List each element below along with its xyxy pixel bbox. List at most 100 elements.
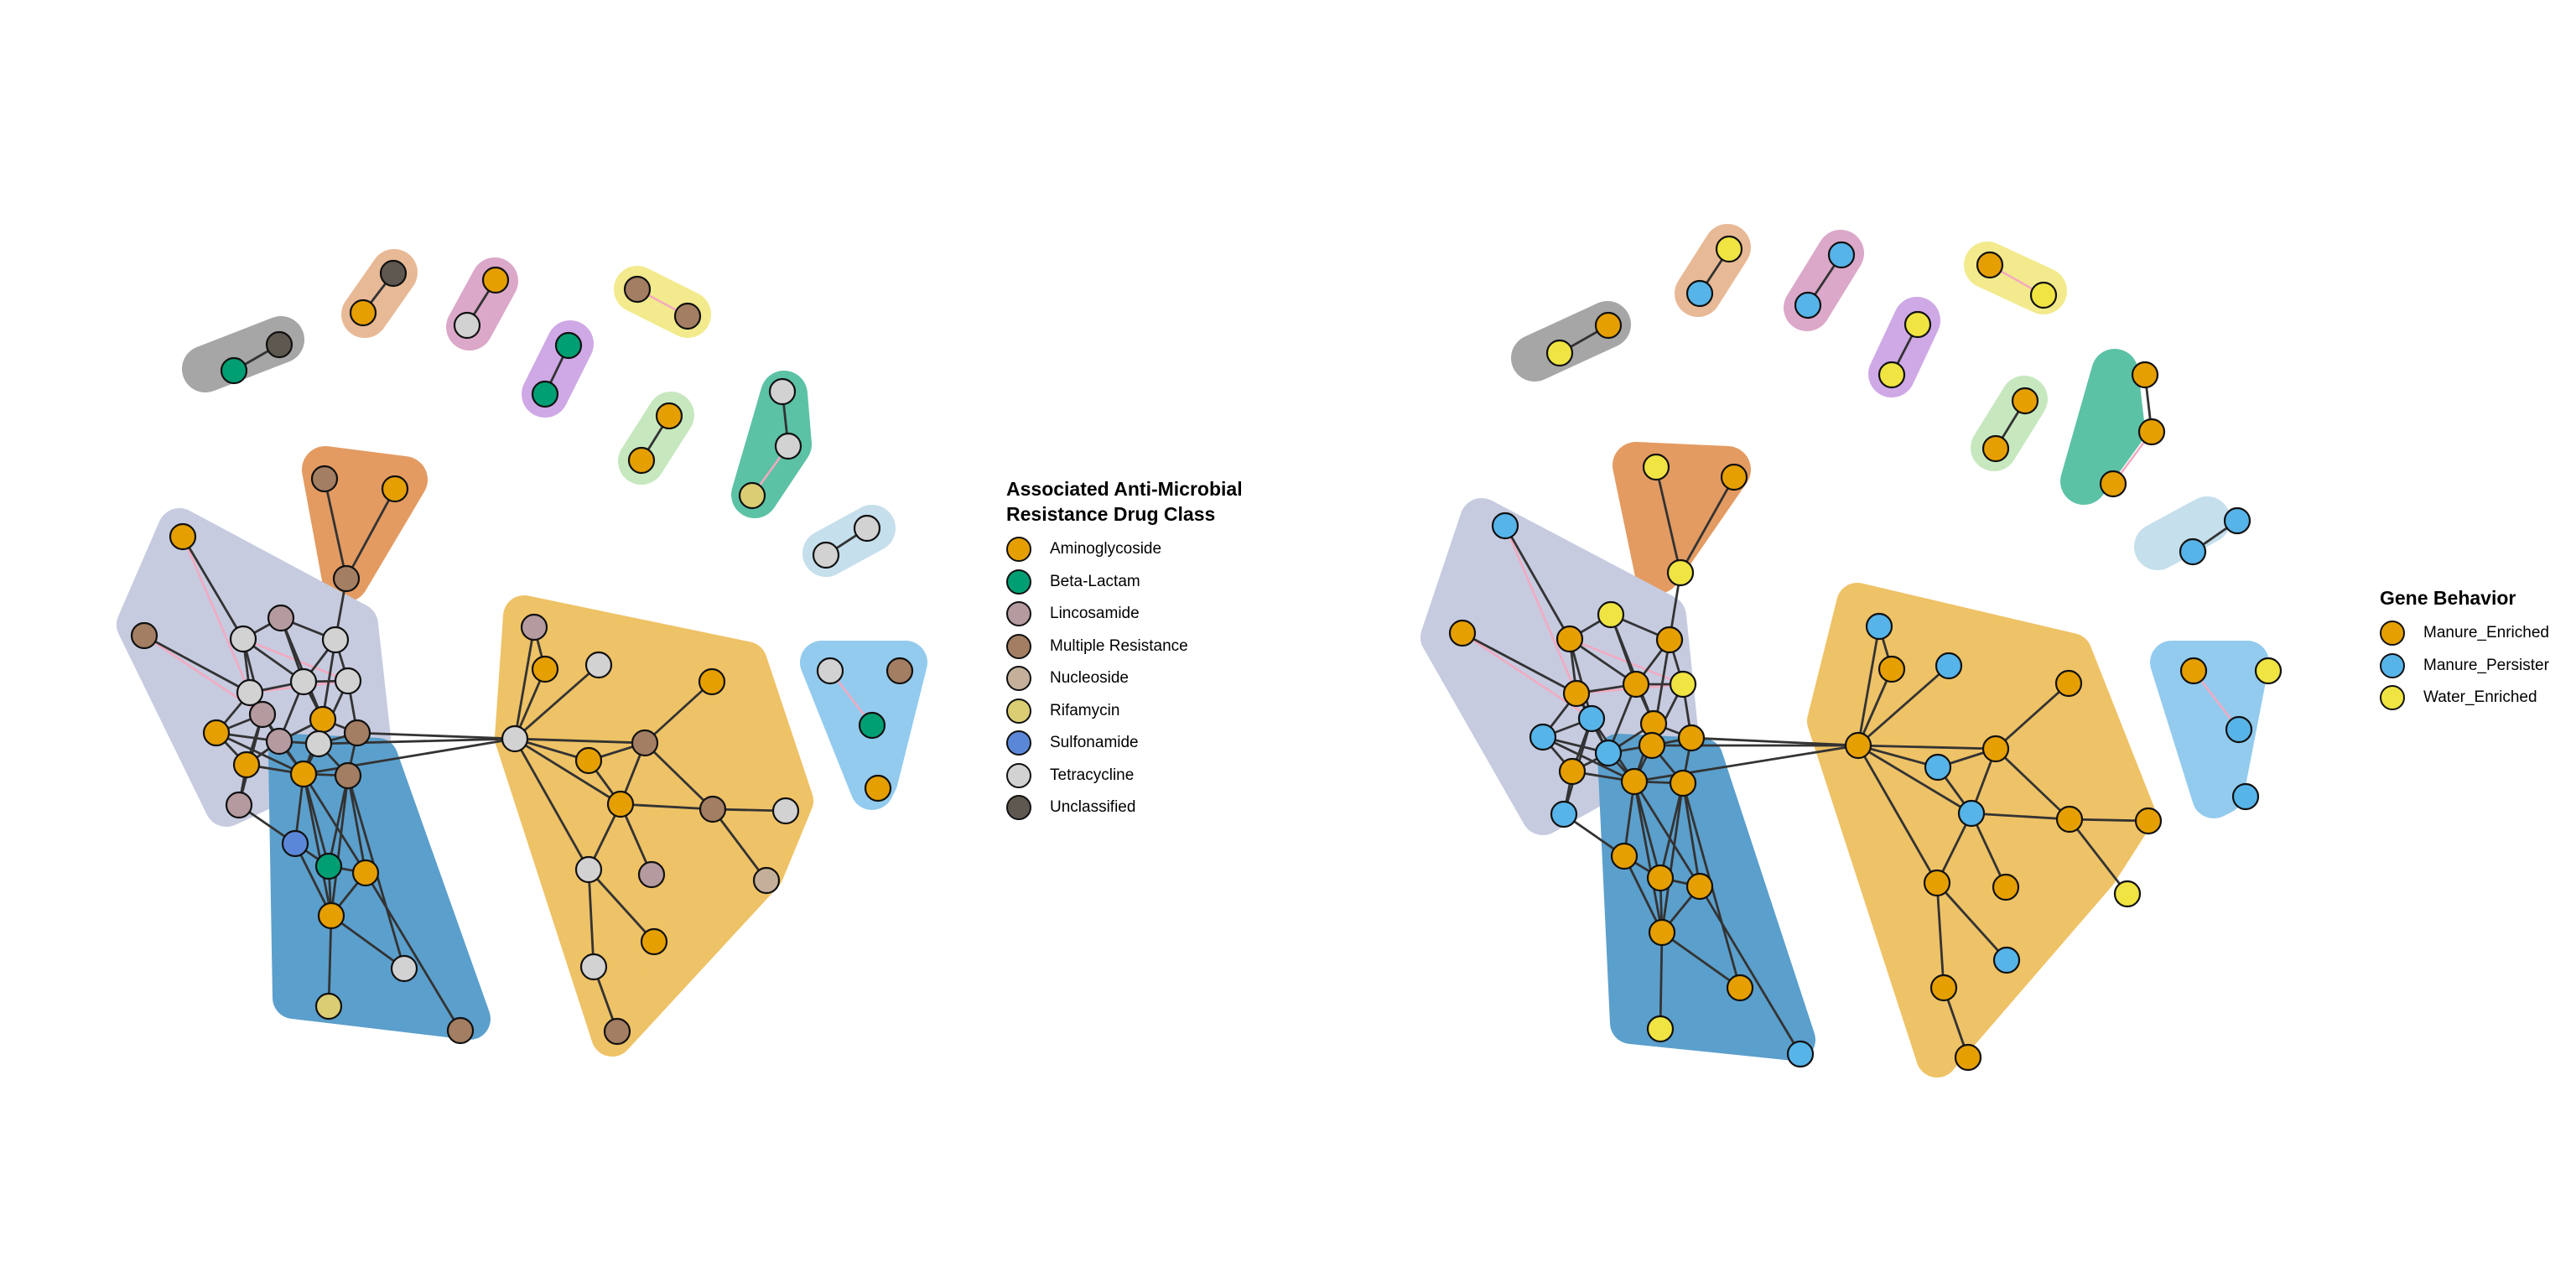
drug-legend-item: Nucleoside [1006, 662, 1243, 695]
edge-line [1660, 782, 1685, 933]
legend-label: Manure_Persister [2423, 656, 2549, 674]
legend-swatch [1006, 633, 1031, 659]
edge-line [1995, 747, 2070, 821]
gene-node [603, 1017, 631, 1046]
gene-node [698, 667, 726, 696]
cluster-hull [495, 595, 813, 1057]
edge-line [1690, 736, 1859, 747]
drug-legend-item: Unclassified [1006, 792, 1243, 824]
legend-swatch [1006, 762, 1031, 788]
legend-swatch [1006, 601, 1031, 627]
behavior-legend-item: Manure_Enriched [2380, 617, 2549, 650]
edge-line [1462, 631, 1577, 695]
gene-node [289, 667, 318, 696]
legend-swatch [1006, 795, 1031, 821]
gene-node [2137, 418, 2166, 446]
gene-node [1786, 1040, 1815, 1068]
legend-swatch [2380, 621, 2405, 647]
gene-node [699, 795, 727, 823]
gene-node [1877, 655, 1906, 683]
edge-line [1659, 782, 1685, 879]
gene-node [289, 760, 318, 788]
gene-node [1992, 873, 2020, 901]
edge-line [327, 775, 350, 867]
gene-node [501, 724, 529, 753]
edge-line [327, 915, 333, 1007]
gene-node [1981, 735, 2010, 763]
edge-line [644, 680, 713, 745]
legend-title-line1: Associated Anti-Microbial [1006, 478, 1243, 500]
gene-node [1827, 241, 1856, 269]
gene-node [1594, 739, 1623, 767]
edge-line [1971, 812, 2070, 821]
gene-node [1646, 864, 1675, 892]
gene-node [812, 541, 840, 569]
gene-node [304, 730, 333, 758]
edge-line [2068, 818, 2129, 895]
legend-label: Lincosamide [1050, 605, 1140, 623]
edge-line [1504, 525, 1578, 694]
gene-node [640, 927, 668, 956]
gene-node [1726, 974, 1754, 1002]
gene-node [1638, 731, 1666, 760]
gene-node [1491, 512, 1519, 540]
drug-class-legend: Associated Anti-Microbial Resistance Dru… [1006, 476, 1243, 824]
gene-node [446, 1016, 475, 1045]
drug-legend-item: Multiple Resistance [1006, 631, 1243, 663]
gene-node [853, 514, 881, 543]
cluster-hull [1613, 442, 1751, 594]
gene-node [1646, 1015, 1675, 1043]
cluster-hull [2150, 641, 2269, 818]
gene-node [381, 475, 409, 503]
gene-node [236, 678, 264, 707]
gene-node [886, 657, 914, 685]
gene-node [1545, 339, 1574, 367]
gene-node [574, 855, 603, 884]
gene-node [1715, 235, 1743, 263]
gene-node [267, 604, 295, 632]
legend-label: Manure_Enriched [2423, 624, 2549, 642]
edge-line [1633, 781, 1701, 887]
gene-node [1594, 311, 1623, 340]
legend-label: Sulfonamide [1050, 734, 1139, 752]
edge-line [1857, 744, 1939, 769]
gene-node [1877, 361, 1906, 389]
gene-node [1844, 731, 1872, 760]
gene-node [343, 719, 371, 747]
gene-node [232, 750, 261, 779]
edge-line [1935, 882, 2008, 961]
drug-class-network [117, 249, 927, 1057]
gene-node [1669, 670, 1697, 699]
legend-swatch [2380, 652, 2405, 678]
gene-node [574, 746, 603, 775]
edge-line [620, 802, 714, 811]
edge-line [1659, 932, 1664, 1030]
legend-swatch [1006, 730, 1031, 756]
gene-node [314, 852, 343, 880]
gene-node [1677, 724, 1706, 752]
edge-line [1661, 931, 1741, 989]
gene-node [1642, 453, 1670, 481]
gene-node [531, 655, 559, 683]
gene-node [774, 432, 802, 460]
gene-node [673, 302, 702, 330]
gene-node [623, 275, 652, 304]
edge-line [1935, 882, 1945, 989]
legend-swatch [1006, 666, 1031, 692]
gene-node [1685, 872, 1714, 901]
cluster-hull [1807, 583, 2155, 1078]
edge-line [1504, 525, 1571, 640]
edge-line [181, 536, 245, 640]
edge-line [330, 775, 350, 917]
edge-line [1857, 626, 1881, 746]
edge-line [323, 478, 348, 579]
gene-node [1597, 600, 1625, 629]
gene-node [2223, 506, 2251, 535]
legend-label: Beta-Lactam [1050, 572, 1140, 590]
gene-node [627, 446, 656, 475]
gene-node [1655, 626, 1684, 654]
edge-line [513, 626, 536, 740]
gene-node [1981, 434, 2010, 463]
gene-node [1976, 251, 2004, 279]
